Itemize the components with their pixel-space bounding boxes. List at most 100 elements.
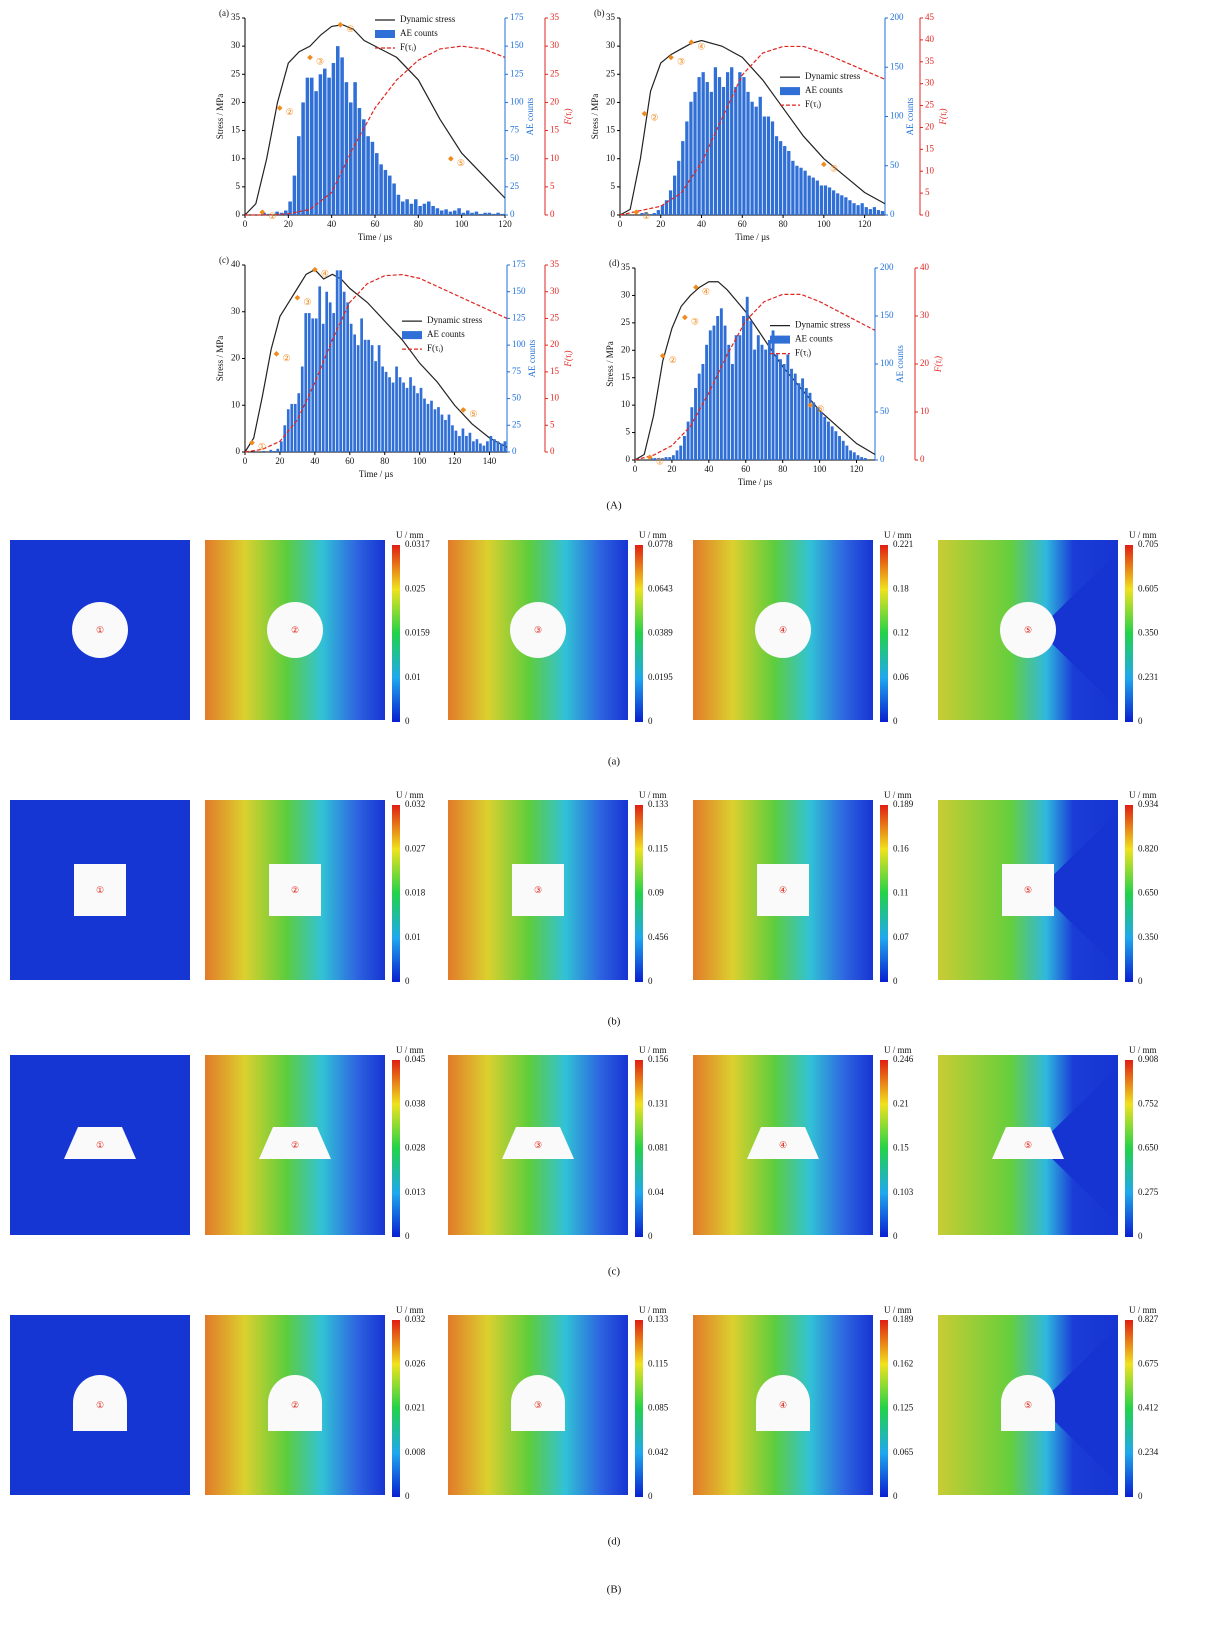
colorbar-tick-label: 0.156 bbox=[648, 1054, 669, 1064]
ae-bar bbox=[861, 203, 864, 215]
y-tick-label: 0 bbox=[611, 209, 616, 219]
y-axis-label: Stress / MPa bbox=[215, 94, 225, 140]
ae-bar bbox=[310, 78, 314, 215]
ae-bar bbox=[301, 102, 305, 215]
x-tick-label: 80 bbox=[414, 219, 424, 229]
colorbar-tick-label: 0.350 bbox=[1138, 628, 1159, 638]
stage-point bbox=[633, 209, 639, 215]
y3-tick-label: 0 bbox=[920, 454, 925, 464]
ae-bar bbox=[493, 439, 496, 452]
ae-bar bbox=[775, 354, 778, 460]
ae-bar bbox=[812, 402, 815, 460]
ae-bar bbox=[653, 213, 656, 215]
y2-tick-label: 175 bbox=[512, 259, 526, 269]
y3-tick-label: 35 bbox=[550, 12, 560, 22]
colorbar-tick-label: 0.908 bbox=[1138, 1054, 1159, 1064]
ae-bar bbox=[384, 170, 388, 215]
y2-tick-label: 0 bbox=[512, 446, 517, 456]
colorbar-tick-label: 0.032 bbox=[405, 799, 425, 809]
ae-bar bbox=[458, 436, 461, 452]
y-tick-label: 35 bbox=[606, 12, 616, 22]
y-tick-label: 15 bbox=[606, 125, 616, 135]
x-tick-label: 100 bbox=[817, 219, 831, 229]
colorbar bbox=[392, 1060, 400, 1237]
ae-bar bbox=[838, 436, 841, 460]
ae-bar bbox=[697, 77, 700, 215]
ae-bar bbox=[466, 210, 470, 215]
x-axis-label: Time / µs bbox=[735, 232, 770, 242]
ae-bar bbox=[451, 425, 454, 452]
ae-bar bbox=[501, 214, 505, 215]
ae-bar bbox=[319, 74, 323, 215]
y2-tick-label: 50 bbox=[880, 406, 890, 416]
y-tick-label: 5 bbox=[236, 181, 241, 191]
x-tick-label: 120 bbox=[850, 464, 864, 474]
y2-axis-label: AE counts bbox=[525, 97, 535, 135]
stage-point bbox=[277, 105, 283, 111]
ae-bar bbox=[676, 450, 679, 460]
colorbar bbox=[880, 1060, 888, 1237]
y-axis-label: Stress / MPa bbox=[590, 94, 600, 140]
ae-bar bbox=[716, 316, 719, 460]
colorbar-tick-label: 0.04 bbox=[648, 1187, 664, 1197]
ae-bar bbox=[761, 345, 764, 460]
ae-bar bbox=[706, 82, 709, 215]
ae-bar bbox=[746, 92, 749, 215]
x-tick-label: 60 bbox=[371, 219, 381, 229]
y2-axis-label: AE counts bbox=[527, 339, 537, 377]
colorbar-tick-label: 0.21 bbox=[893, 1098, 909, 1108]
ae-bar bbox=[465, 436, 468, 452]
ae-bar bbox=[414, 199, 418, 215]
y3-axis-label: F(τᵢ) bbox=[933, 356, 943, 373]
y3-tick-label: 25 bbox=[550, 312, 560, 322]
y-tick-label: 20 bbox=[606, 96, 616, 106]
ae-bar bbox=[768, 340, 771, 460]
y-tick-label: 25 bbox=[231, 68, 241, 78]
ae-bar bbox=[392, 183, 396, 215]
colorbar-tick-label: 0.115 bbox=[648, 1358, 668, 1368]
ae-bar bbox=[779, 141, 782, 215]
y-tick-label: 40 bbox=[231, 259, 241, 269]
y-tick-label: 0 bbox=[626, 454, 631, 464]
colorbar-tick-label: 0.09 bbox=[648, 888, 664, 898]
stage-label: ② bbox=[291, 625, 299, 635]
ae-bar bbox=[853, 452, 856, 460]
ae-bar bbox=[852, 203, 855, 215]
colorbar-tick-label: 0.650 bbox=[1138, 888, 1159, 898]
ae-bar bbox=[842, 441, 845, 460]
y2-tick-label: 75 bbox=[510, 125, 520, 135]
ae-bar bbox=[353, 334, 356, 452]
y2-tick-label: 50 bbox=[510, 153, 520, 163]
ae-bar bbox=[364, 340, 367, 452]
x-axis-label: Time / µs bbox=[359, 469, 394, 479]
stage-label: ④ bbox=[779, 885, 787, 895]
stage-point bbox=[307, 55, 313, 61]
y3-axis-label: F(τᵢ) bbox=[938, 108, 948, 125]
ae-bar bbox=[827, 422, 830, 460]
ae-bar bbox=[293, 176, 297, 215]
ae-bar bbox=[710, 92, 713, 215]
ae-bar bbox=[687, 422, 690, 460]
ae-bar bbox=[336, 270, 339, 452]
colorbar bbox=[1125, 545, 1133, 722]
y-tick-label: 0 bbox=[236, 446, 241, 456]
ae-bar bbox=[763, 117, 766, 216]
stage-point bbox=[274, 351, 280, 357]
ae-bar bbox=[669, 190, 672, 215]
x-tick-label: 60 bbox=[741, 464, 751, 474]
ae-bar bbox=[440, 210, 444, 215]
y-tick-label: 20 bbox=[231, 96, 241, 106]
ae-bar bbox=[409, 377, 412, 452]
ae-bar bbox=[374, 361, 377, 452]
ae-bar bbox=[791, 161, 794, 215]
ae-bar bbox=[702, 72, 705, 215]
ae-bar bbox=[831, 426, 834, 460]
legend-label: Dynamic stress bbox=[795, 320, 851, 330]
y3-tick-label: 40 bbox=[925, 34, 935, 44]
ae-bar bbox=[406, 388, 409, 452]
y3-tick-label: 5 bbox=[550, 419, 555, 429]
ae-bar bbox=[759, 97, 762, 215]
colorbar bbox=[392, 1320, 400, 1497]
ae-bar bbox=[657, 210, 660, 215]
y3-tick-label: 30 bbox=[550, 40, 560, 50]
